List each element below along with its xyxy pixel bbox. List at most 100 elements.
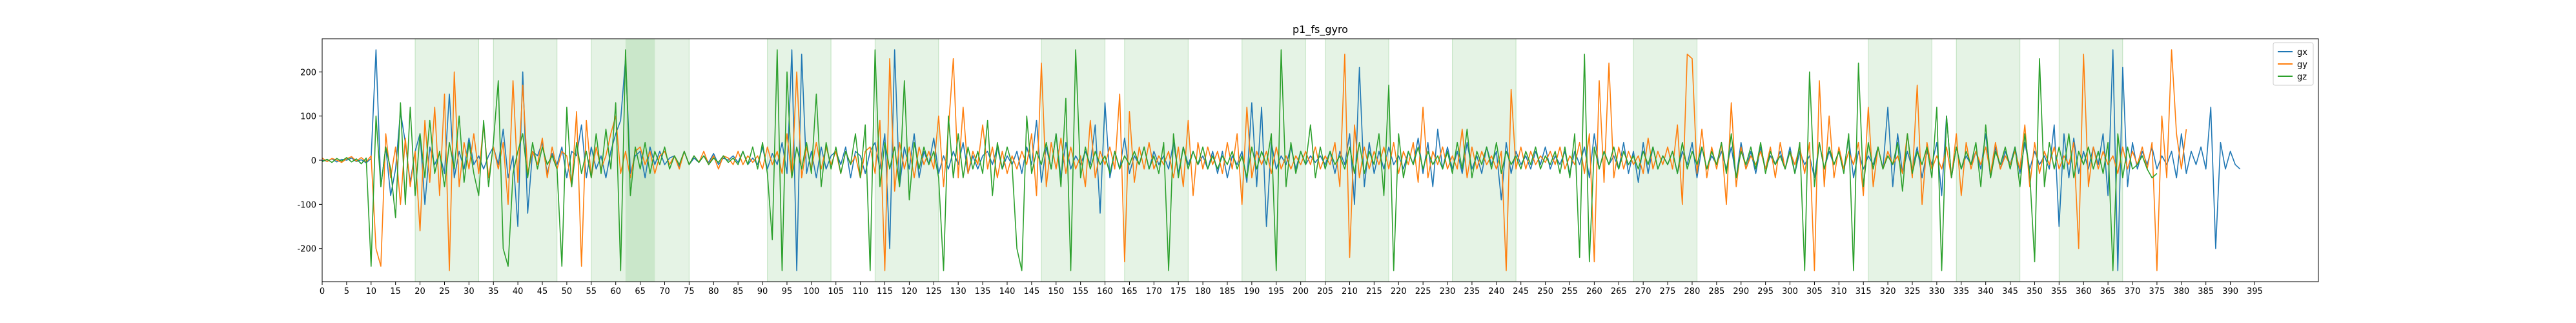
x-tick-label: 335 <box>1953 287 1969 297</box>
x-tick-label: 50 <box>562 287 573 297</box>
x-tick-label: 170 <box>1146 287 1162 297</box>
x-axis-ticks: 0 5 10 15 20 25 30 35 40 45 50 55 60 65 70 75 80 85 90 95 10… <box>320 282 2263 297</box>
x-tick-label: 380 <box>2173 287 2189 297</box>
x-tick-label: 360 <box>2076 287 2092 297</box>
x-tick-label: 295 <box>1757 287 1774 297</box>
x-tick-label: 45 <box>537 287 548 297</box>
x-tick-label: 210 <box>1342 287 1358 297</box>
x-tick-label: 315 <box>1855 287 1872 297</box>
x-tick-label: 240 <box>1488 287 1504 297</box>
x-tick-label: 25 <box>439 287 450 297</box>
x-tick-label: 310 <box>1831 287 1847 297</box>
x-tick-label: 0 <box>320 287 325 297</box>
x-tick-label: 385 <box>2198 287 2214 297</box>
x-tick-label: 95 <box>782 287 793 297</box>
x-tick-label: 180 <box>1195 287 1211 297</box>
x-tick-label: 320 <box>1880 287 1896 297</box>
x-tick-label: 135 <box>975 287 991 297</box>
x-tick-label: 305 <box>1806 287 1823 297</box>
x-tick-label: 365 <box>2100 287 2116 297</box>
x-tick-label: 215 <box>1366 287 1382 297</box>
x-tick-label: 160 <box>1097 287 1113 297</box>
x-tick-label: 175 <box>1170 287 1187 297</box>
x-tick-label: 200 <box>1293 287 1309 297</box>
x-tick-label: 30 <box>464 287 475 297</box>
chart-title: p1_fs_gyro <box>1293 23 1348 36</box>
shaded-region-6 <box>1124 38 1189 282</box>
x-tick-label: 40 <box>513 287 524 297</box>
x-tick-label: 185 <box>1220 287 1236 297</box>
legend: gx gy gz <box>2273 42 2314 86</box>
x-tick-label: 330 <box>1928 287 1945 297</box>
x-tick-label: 100 <box>803 287 819 297</box>
x-tick-label: 355 <box>2051 287 2067 297</box>
y-tick-label: 200 <box>300 68 316 78</box>
x-tick-label: 370 <box>2125 287 2141 297</box>
legend-label-gz: gz <box>2297 72 2307 82</box>
x-tick-label: 375 <box>2149 287 2165 297</box>
x-tick-label: 340 <box>1978 287 1994 297</box>
x-tick-label: 105 <box>828 287 844 297</box>
x-tick-label: 140 <box>999 287 1016 297</box>
x-tick-label: 205 <box>1317 287 1333 297</box>
x-tick-label: 225 <box>1415 287 1431 297</box>
x-tick-label: 245 <box>1513 287 1529 297</box>
y-axis-ticks: -200 -100 0 100 200 <box>297 68 322 255</box>
x-tick-label: 195 <box>1268 287 1284 297</box>
x-tick-label: 125 <box>926 287 942 297</box>
series-lines <box>322 49 2241 271</box>
shaded-region-overlap <box>625 39 655 282</box>
x-tick-label: 75 <box>684 287 695 297</box>
x-tick-label: 275 <box>1660 287 1676 297</box>
x-tick-label: 345 <box>2002 287 2018 297</box>
shaded-region-11 <box>1868 38 1932 282</box>
x-tick-label: 55 <box>586 287 597 297</box>
y-tick-label: 0 <box>311 156 316 166</box>
legend-label-gx: gx <box>2297 48 2307 57</box>
x-tick-label: 260 <box>1586 287 1602 297</box>
x-tick-label: 390 <box>2222 287 2238 297</box>
x-tick-label: 85 <box>733 287 744 297</box>
x-tick-label: 165 <box>1121 287 1138 297</box>
x-tick-label: 290 <box>1733 287 1749 297</box>
x-tick-label: 115 <box>877 287 893 297</box>
x-tick-label: 35 <box>488 287 499 297</box>
x-tick-label: 65 <box>635 287 646 297</box>
y-tick-label: -200 <box>297 245 316 255</box>
x-tick-label: 10 <box>366 287 377 297</box>
x-tick-label: 20 <box>414 287 425 297</box>
x-tick-label: 80 <box>708 287 719 297</box>
x-tick-label: 265 <box>1611 287 1627 297</box>
x-tick-label: 5 <box>344 287 349 297</box>
x-tick-label: 60 <box>610 287 621 297</box>
x-tick-label: 145 <box>1023 287 1039 297</box>
x-tick-label: 110 <box>852 287 868 297</box>
x-tick-label: 300 <box>1782 287 1798 297</box>
x-tick-label: 395 <box>2247 287 2263 297</box>
x-tick-label: 155 <box>1072 287 1089 297</box>
x-tick-label: 250 <box>1537 287 1553 297</box>
x-tick-label: 280 <box>1684 287 1701 297</box>
x-tick-label: 15 <box>390 287 401 297</box>
x-tick-label: 285 <box>1708 287 1724 297</box>
x-tick-label: 255 <box>1562 287 1578 297</box>
x-tick-label: 325 <box>1905 287 1921 297</box>
x-tick-label: 70 <box>659 287 670 297</box>
x-tick-label: 270 <box>1635 287 1651 297</box>
x-tick-label: 190 <box>1243 287 1260 297</box>
legend-box <box>2273 42 2314 86</box>
x-tick-label: 230 <box>1440 287 1456 297</box>
x-tick-label: 130 <box>950 287 966 297</box>
legend-label-gy: gy <box>2297 60 2307 70</box>
y-tick-label: -100 <box>297 200 316 210</box>
y-tick-label: 100 <box>300 112 316 122</box>
x-tick-label: 150 <box>1048 287 1064 297</box>
x-tick-label: 90 <box>757 287 768 297</box>
x-tick-label: 120 <box>901 287 917 297</box>
x-tick-label: 350 <box>2027 287 2043 297</box>
x-tick-label: 235 <box>1464 287 1480 297</box>
x-tick-label: 220 <box>1391 287 1407 297</box>
series-line-gy <box>322 49 2187 271</box>
series-line-gz <box>322 49 2158 271</box>
